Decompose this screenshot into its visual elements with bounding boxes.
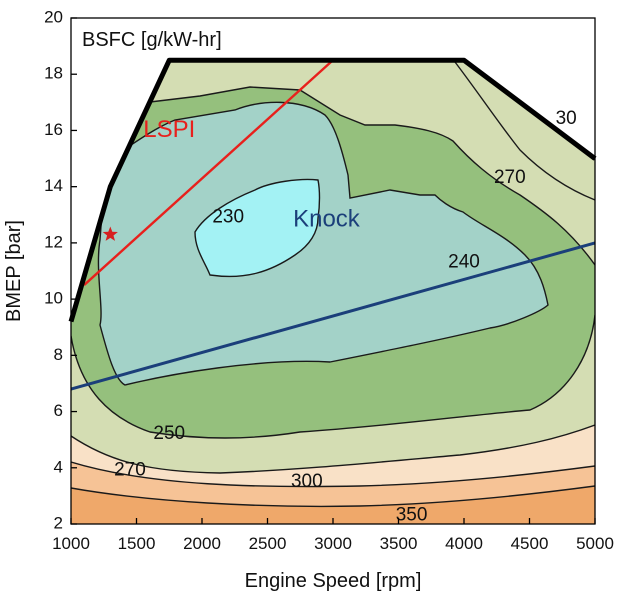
x-tick-label: 2500	[249, 534, 287, 553]
max-torque-layer	[68, 57, 597, 323]
contour-line-300	[71, 461, 595, 488]
contour-label-30: 30	[556, 108, 577, 129]
contour-line-230	[194, 178, 321, 278]
chart-title: BSFC [g/kW-hr]	[82, 29, 222, 51]
contour-label-230: 230	[212, 207, 244, 228]
contour-label-350: 350	[396, 505, 428, 526]
y-tick-label: 14	[44, 176, 63, 195]
contour-label-300: 300	[291, 471, 323, 492]
y-tick-label: 6	[54, 401, 63, 420]
contour-labels: 230 240 250 270 270 300 350 30 LSPI Knock	[114, 108, 577, 525]
y-tick-label: 8	[54, 345, 63, 364]
x-tick-label: 5000	[576, 534, 614, 553]
x-tick-label: 3000	[314, 534, 352, 553]
contour-label-250: 250	[153, 423, 185, 444]
band-230-240	[98, 102, 549, 386]
y-tick-label: 10	[44, 289, 63, 308]
contour-line-270-upper	[454, 61, 595, 201]
x-tick-label: 3500	[380, 534, 418, 553]
y-axis-label: BMEP [bar]	[3, 220, 25, 322]
markers	[102, 226, 118, 241]
axis-ticks: 1000 1500 2000 2500 3000 3500 4000 4500 5000 2 4 6 8…	[44, 7, 614, 553]
y-tick-label: 18	[44, 64, 63, 83]
bsfc-contour-lines	[71, 61, 595, 508]
x-axis-label: Engine Speed [rpm]	[245, 570, 422, 592]
chart-title-box	[76, 22, 252, 52]
knock-region-label: Knock	[293, 206, 361, 233]
y-tick-label: 4	[54, 457, 63, 476]
star-marker	[102, 226, 118, 241]
contour-line-350	[71, 485, 595, 508]
band-below-230	[195, 179, 320, 277]
x-tick-label: 4500	[511, 534, 549, 553]
bsfc-bands	[71, 18, 595, 524]
max-torque-line	[68, 57, 597, 323]
knock-limit-line	[70, 241, 596, 391]
y-tick-label: 20	[44, 7, 63, 26]
contour-label-270: 270	[494, 167, 526, 188]
contour-label-270: 270	[114, 460, 146, 481]
y-tick-label: 12	[44, 232, 63, 251]
y-tick-label: 2	[54, 513, 63, 532]
x-tick-label: 1000	[52, 534, 90, 553]
x-tick-label: 4000	[445, 534, 483, 553]
overlay-lines	[70, 59, 596, 391]
x-tick-label: 1500	[118, 534, 156, 553]
contour-line-270	[71, 424, 595, 474]
x-tick-label: 2000	[183, 534, 221, 553]
y-tick-label: 16	[44, 120, 63, 139]
lspi-region-label: LSPI	[143, 116, 195, 143]
lspi-limit-line	[83, 59, 334, 286]
contour-label-240: 240	[448, 252, 480, 273]
